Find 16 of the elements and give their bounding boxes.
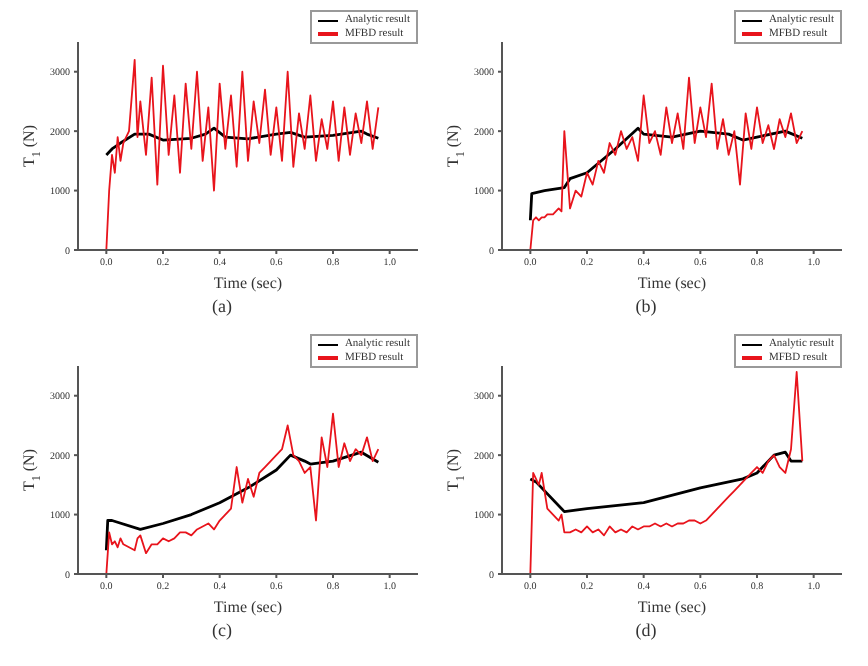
text: (a) [210, 296, 234, 316]
text: (d) [633, 620, 659, 640]
line-series [104, 450, 380, 552]
text: (b) [633, 296, 659, 316]
line-series [105, 58, 380, 250]
x-axis-title: Time (sec) [637, 598, 707, 616]
x-axis-title: Time (sec) [213, 598, 283, 616]
line-series [528, 126, 804, 222]
line-series [105, 412, 380, 574]
text: (c) [210, 620, 234, 640]
x-axis-title: Time (sec) [213, 274, 283, 292]
line-series [104, 126, 380, 157]
line-series [528, 450, 804, 513]
line-series [529, 76, 804, 250]
line-series [529, 371, 804, 574]
x-axis-title: Time (sec) [637, 274, 707, 292]
